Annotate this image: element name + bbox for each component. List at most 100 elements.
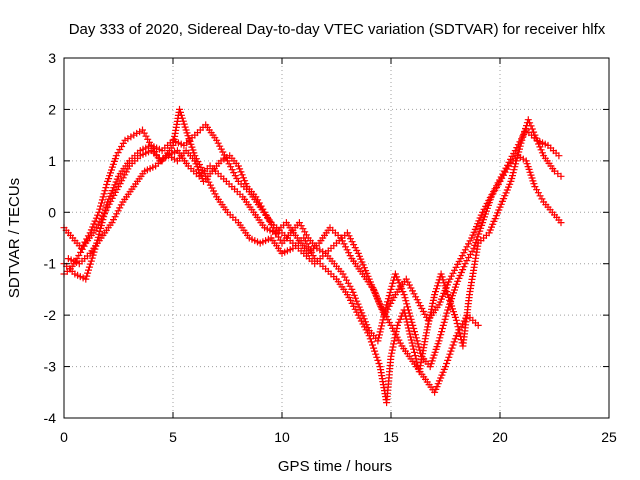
data-point-trail	[124, 135, 132, 143]
data-point-trail	[447, 347, 455, 355]
data-point	[139, 126, 146, 134]
data-point-trail	[407, 315, 415, 323]
data-point-trail	[403, 300, 411, 308]
data-point-trail	[404, 303, 412, 311]
data-point-trail	[113, 210, 121, 218]
data-point-trail	[99, 193, 107, 201]
data-point-trail	[342, 243, 349, 251]
data-point-trail	[344, 279, 352, 287]
x-tick-label: 5	[169, 429, 177, 445]
data-point-trail	[463, 257, 471, 265]
data-point-trail	[526, 119, 534, 127]
data-point-trail	[443, 360, 451, 367]
data-point-trail	[309, 252, 317, 260]
data-point-trail	[507, 155, 515, 163]
x-tick-label: 0	[60, 429, 68, 445]
data-point-trail	[377, 325, 385, 333]
data-point-trail	[85, 263, 93, 271]
data-point-trail	[88, 254, 96, 262]
data-point	[176, 105, 183, 113]
data-point-trail	[415, 343, 423, 351]
data-point-trail	[236, 165, 244, 173]
data-point-trail	[297, 222, 305, 230]
data-point	[457, 255, 465, 263]
y-tick-label: 1	[48, 153, 56, 169]
data-point	[400, 291, 408, 299]
data-point-trail	[445, 353, 453, 361]
data-point-trail	[438, 325, 446, 332]
data-point-trail	[374, 356, 382, 364]
data-point-trail	[219, 148, 227, 156]
y-tick-label: 2	[48, 101, 56, 117]
data-point-trail	[96, 205, 104, 213]
data-point-trail	[193, 163, 201, 171]
data-point-trail	[230, 169, 238, 177]
data-point-trail	[358, 309, 366, 317]
data-point-trail	[350, 241, 358, 249]
axis-ticks: 0 5 10 15 20 25 -4 -3 -2 -1 0 1 2 3	[44, 50, 617, 445]
data-point-trail	[364, 324, 372, 332]
data-point	[86, 229, 94, 237]
data-point-trail	[437, 331, 445, 339]
data-point	[474, 321, 482, 329]
data-point-trail	[375, 360, 383, 367]
data-point	[82, 275, 90, 283]
x-tick-label: 25	[601, 429, 617, 445]
data-point-trail	[114, 149, 122, 157]
data-point-trail	[450, 338, 458, 346]
y-tick-label: -3	[44, 359, 57, 375]
data-point-trail	[395, 318, 403, 326]
data-point-trail	[378, 319, 386, 327]
data-point-trail	[393, 273, 401, 281]
data-point-trail	[412, 334, 420, 342]
data-point-trail	[392, 330, 400, 338]
data-point	[387, 321, 395, 329]
data-point	[431, 291, 439, 299]
data-point-trail	[372, 350, 380, 358]
data-point	[442, 363, 449, 371]
data-point-trail	[214, 139, 222, 147]
y-tick-label: 0	[48, 204, 56, 220]
data-point-trail	[301, 228, 309, 236]
data-point-trail	[347, 296, 354, 304]
data-point-trail	[389, 279, 397, 287]
data-point-trail	[410, 290, 418, 298]
data-point-trail	[451, 335, 459, 343]
data-point-trail	[346, 252, 354, 260]
data-point-trail	[510, 166, 518, 174]
data-point-trail	[405, 281, 413, 289]
y-tick-label: -1	[44, 256, 57, 272]
data-point	[435, 337, 443, 345]
data-point-trail	[118, 143, 126, 150]
data-point-trail	[439, 321, 447, 329]
data-point-trail	[151, 148, 159, 156]
data-point-trail	[238, 171, 246, 179]
data-point-trail	[388, 346, 396, 354]
data-point-trail	[491, 185, 499, 193]
data-point-trail	[438, 328, 446, 336]
data-point-trail	[407, 336, 415, 344]
data-point-trail	[384, 298, 391, 306]
data-point	[374, 337, 382, 345]
data-point	[479, 208, 487, 216]
data-point-trail	[370, 344, 378, 352]
data-point-trail	[96, 227, 104, 235]
data-point-trail	[390, 340, 398, 348]
data-point-trail	[438, 273, 446, 281]
data-point-trail	[384, 295, 392, 303]
y-axis-label: SDTVAR / TECUs	[6, 178, 23, 298]
data-point-trail	[516, 138, 524, 146]
data-point-trail	[338, 237, 346, 245]
data-point-trail	[387, 285, 395, 293]
data-point-trail	[83, 235, 91, 243]
plot-frame	[63, 57, 610, 419]
data-point	[409, 321, 417, 329]
y-tick-label: -4	[44, 410, 57, 426]
data-point-trail	[119, 139, 127, 147]
data-point-trail	[527, 122, 535, 130]
data-point-trail	[417, 349, 425, 357]
data-point-trail	[142, 132, 150, 140]
data-point	[555, 152, 563, 160]
data-point-trail	[396, 315, 404, 323]
data-point-trail	[413, 337, 421, 345]
